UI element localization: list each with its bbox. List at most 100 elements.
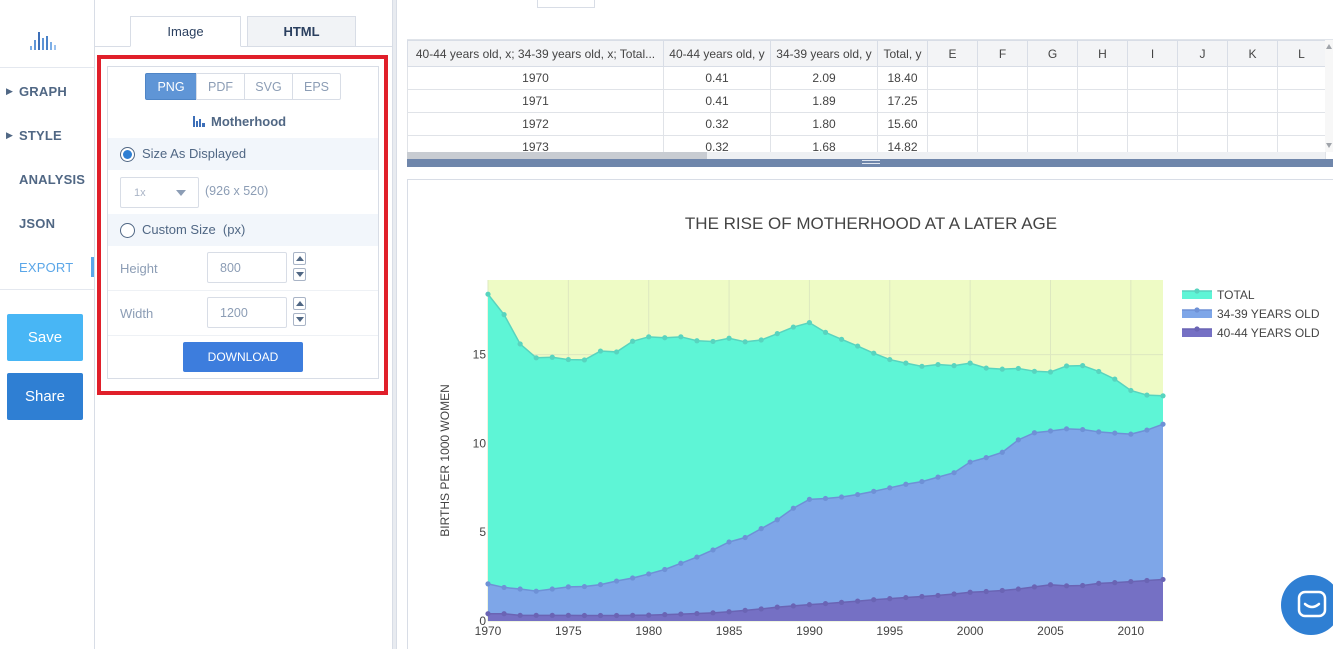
width-increment-icon[interactable] <box>293 297 306 310</box>
width-input[interactable]: 1200 <box>207 297 287 328</box>
tab-image[interactable]: Image <box>130 16 241 47</box>
table-cell[interactable]: 17.25 <box>877 89 928 113</box>
column-header[interactable]: 40-44 years old, y <box>663 40 771 67</box>
chat-launcher-button[interactable] <box>1281 575 1333 635</box>
table-cell[interactable]: 1970 <box>407 66 664 90</box>
bar-chart-logo-icon[interactable] <box>30 28 60 50</box>
scroll-down-icon[interactable] <box>1326 143 1332 148</box>
table-cell[interactable] <box>1027 112 1078 136</box>
table-cell[interactable] <box>1227 66 1278 90</box>
scrollbar-thumb[interactable] <box>407 152 707 160</box>
nav-item-analysis[interactable]: ANALYSIS <box>0 157 94 201</box>
data-point <box>999 449 1005 455</box>
table-cell[interactable] <box>1077 89 1128 113</box>
size-as-displayed-radio[interactable] <box>120 147 135 162</box>
data-point <box>822 600 829 607</box>
scale-dropdown[interactable]: 1x <box>120 177 199 208</box>
data-point <box>919 593 925 600</box>
table-cell[interactable] <box>1127 112 1178 136</box>
table-cell[interactable]: 18.40 <box>877 66 928 90</box>
share-button[interactable]: Share <box>7 373 83 420</box>
column-header[interactable]: F <box>977 40 1028 67</box>
format-eps-button[interactable]: EPS <box>292 73 341 100</box>
nav-item-label: JSON <box>19 215 56 231</box>
scroll-up-icon[interactable] <box>1326 44 1332 49</box>
table-cell[interactable] <box>1127 66 1178 90</box>
table-cell[interactable] <box>977 89 1028 113</box>
table-cell[interactable] <box>1277 89 1326 113</box>
format-pdf-button[interactable]: PDF <box>196 73 245 100</box>
data-point <box>1144 577 1150 584</box>
panel-resize-handle[interactable] <box>392 0 397 649</box>
table-cell[interactable]: 0.32 <box>663 112 771 136</box>
table-cell[interactable]: 15.60 <box>877 112 928 136</box>
x-tick-label: 1970 <box>475 624 502 638</box>
nav-item-export[interactable]: EXPORT <box>0 245 94 289</box>
table-cell[interactable]: 1.89 <box>770 89 878 113</box>
format-svg-button[interactable]: SVG <box>244 73 293 100</box>
table-cell[interactable] <box>1077 112 1128 136</box>
nav-item-style[interactable]: ▶ STYLE <box>0 113 94 157</box>
data-point <box>742 607 748 613</box>
x-tick-label: 1975 <box>555 624 582 638</box>
table-cell[interactable] <box>1027 89 1078 113</box>
height-decrement-icon[interactable] <box>293 268 306 281</box>
table-cell[interactable] <box>1027 66 1078 90</box>
table-cell[interactable] <box>977 66 1028 90</box>
data-point <box>1096 429 1102 435</box>
column-header[interactable]: 40-44 years old, x; 34-39 years old, x; … <box>407 40 664 67</box>
table-cell[interactable]: 1971 <box>407 89 664 113</box>
table-cell[interactable] <box>1227 112 1278 136</box>
grid-chart-splitter[interactable] <box>407 159 1333 167</box>
table-cell[interactable]: 2.09 <box>770 66 878 90</box>
height-input[interactable]: 800 <box>207 252 287 283</box>
tab-html[interactable]: HTML <box>247 16 356 47</box>
table-cell[interactable] <box>1177 66 1228 90</box>
height-increment-icon[interactable] <box>293 252 306 265</box>
column-header[interactable]: H <box>1077 40 1128 67</box>
format-png-button[interactable]: PNG <box>145 73 197 100</box>
column-header[interactable]: Total, y <box>877 40 928 67</box>
column-header[interactable]: J <box>1177 40 1228 67</box>
nav-item-json[interactable]: JSON <box>0 201 94 245</box>
export-panel: Image HTML PNG PDF SVG EPS Motherhood Si… <box>95 0 392 649</box>
table-cell[interactable] <box>1177 89 1228 113</box>
custom-size-label: Custom Size (px) <box>142 222 246 237</box>
custom-size-radio[interactable] <box>120 223 135 238</box>
table-cell[interactable] <box>927 89 978 113</box>
grid-horizontal-scrollbar[interactable] <box>407 152 1325 160</box>
table-cell[interactable] <box>1077 66 1128 90</box>
table-cell[interactable]: 1972 <box>407 112 664 136</box>
column-header[interactable]: K <box>1227 40 1278 67</box>
table-cell[interactable]: 1.80 <box>770 112 878 136</box>
table-cell[interactable]: 0.41 <box>663 89 771 113</box>
column-header[interactable]: 34-39 years old, y <box>770 40 878 67</box>
table-cell[interactable] <box>1277 66 1326 90</box>
grid-vertical-scrollbar[interactable] <box>1325 40 1333 152</box>
chevron-down-icon <box>176 190 186 196</box>
data-point <box>822 329 829 335</box>
column-header[interactable]: I <box>1127 40 1178 67</box>
column-header[interactable]: E <box>927 40 978 67</box>
display-dimensions: (926 x 520) <box>205 184 269 198</box>
grip-icon[interactable] <box>862 160 880 161</box>
column-header[interactable]: G <box>1027 40 1078 67</box>
table-cell[interactable] <box>1277 112 1326 136</box>
data-point <box>549 354 555 360</box>
table-cell[interactable]: 0.41 <box>663 66 771 90</box>
data-point <box>710 338 716 345</box>
table-cell[interactable] <box>927 112 978 136</box>
table-cell[interactable] <box>1127 89 1178 113</box>
toolbar-tab[interactable] <box>537 0 595 8</box>
data-point <box>662 566 668 573</box>
table-cell[interactable] <box>1177 112 1228 136</box>
save-button[interactable]: Save <box>7 314 83 361</box>
width-decrement-icon[interactable] <box>293 313 306 326</box>
column-header[interactable]: L <box>1277 40 1326 67</box>
table-cell[interactable] <box>977 112 1028 136</box>
data-point <box>758 337 764 343</box>
nav-item-graph[interactable]: ▶ GRAPH <box>0 69 94 113</box>
download-button[interactable]: DOWNLOAD <box>183 342 303 372</box>
table-cell[interactable] <box>927 66 978 90</box>
table-cell[interactable] <box>1227 89 1278 113</box>
